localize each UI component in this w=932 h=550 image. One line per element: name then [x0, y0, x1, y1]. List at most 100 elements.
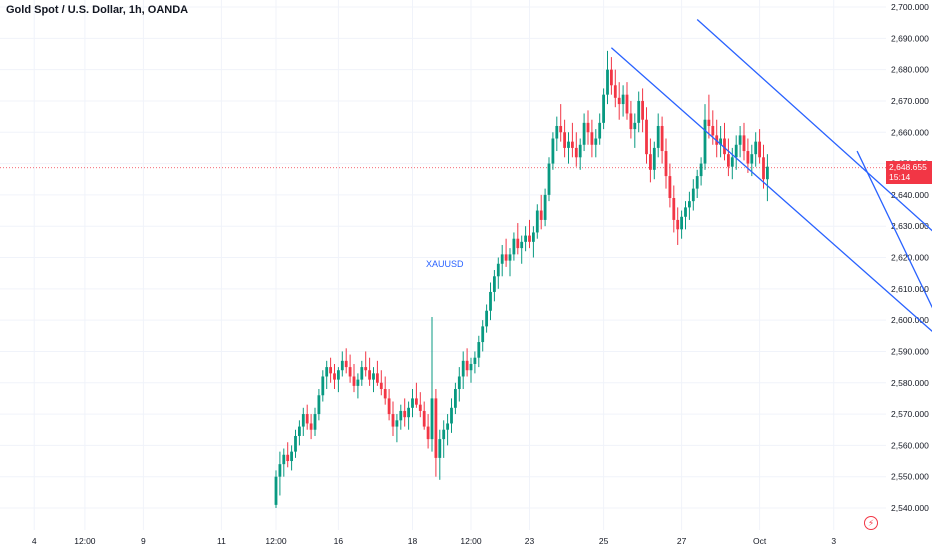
candle-body: [586, 122, 590, 133]
candle-body: [617, 97, 621, 105]
candle-body: [750, 154, 754, 164]
x-tick-label: Oct: [753, 536, 767, 546]
candle-body: [680, 216, 683, 230]
lightning-alert-icon[interactable]: ⚡: [864, 516, 878, 530]
candle-body: [473, 357, 477, 364]
candle-body: [672, 198, 676, 220]
y-tick-label: 2,580.000: [891, 378, 929, 388]
y-tick-label: 2,640.000: [891, 190, 929, 200]
y-tick-label: 2,550.000: [891, 472, 929, 482]
candle-body: [633, 122, 637, 130]
candle-body: [340, 360, 344, 371]
candle-body: [762, 157, 765, 180]
candle-body: [520, 241, 524, 249]
candle-body: [305, 414, 309, 424]
candle-body: [481, 326, 485, 343]
y-tick-label: 2,540.000: [891, 503, 929, 513]
candle-body: [387, 398, 391, 415]
candle-body: [508, 254, 512, 261]
candle-body: [446, 423, 449, 430]
candle-body: [676, 219, 680, 230]
candle-body: [719, 138, 722, 145]
candle-body: [301, 414, 305, 427]
candle-body: [613, 85, 617, 98]
x-tick-label: 25: [599, 536, 609, 546]
x-tick-label: 23: [525, 536, 535, 546]
candle-body: [559, 125, 563, 133]
x-tick-label: 18: [408, 536, 418, 546]
candle-body: [730, 157, 734, 167]
candle-body: [543, 194, 547, 220]
candle-body: [637, 100, 641, 123]
y-tick-label: 2,610.000: [891, 284, 929, 294]
candle-body: [703, 119, 707, 164]
candle-body: [348, 367, 352, 377]
candle-body: [337, 370, 340, 380]
candle-body: [594, 138, 598, 145]
candle-body: [641, 100, 644, 120]
candle-body: [571, 141, 574, 148]
candle-body: [418, 404, 422, 411]
y-tick-label: 2,620.000: [891, 253, 929, 263]
candle-body: [574, 147, 578, 158]
candle-body: [344, 360, 348, 368]
candle-body: [496, 263, 500, 277]
y-tick-label: 2,600.000: [891, 315, 929, 325]
y-tick-label: 2,630.000: [891, 221, 929, 231]
candle-body: [500, 254, 504, 264]
candle-body: [598, 122, 602, 139]
x-tick-label: 12:00: [460, 536, 482, 546]
candle-body: [352, 376, 356, 386]
candle-body: [660, 125, 664, 152]
candle-body: [333, 373, 336, 380]
candle-body: [325, 367, 329, 377]
candle-body: [395, 420, 399, 427]
candle-body: [309, 423, 313, 430]
candle-body: [465, 360, 469, 371]
candle-body: [758, 141, 761, 158]
candle-body: [699, 163, 703, 177]
candle-body: [528, 235, 531, 242]
candle-body: [493, 276, 496, 292]
candle-body: [477, 342, 481, 358]
candle-body: [746, 151, 750, 164]
candle-body: [485, 310, 488, 327]
candle-body: [442, 429, 446, 440]
candle-body: [738, 135, 742, 145]
candle-body: [422, 410, 426, 427]
candle-body: [602, 94, 605, 123]
candle-body: [403, 410, 407, 418]
y-tick-label: 2,590.000: [891, 346, 929, 356]
candle-body: [321, 376, 325, 396]
candle-body: [364, 367, 368, 371]
candle-body: [551, 138, 555, 164]
candle-body: [567, 141, 570, 148]
candle-body: [298, 426, 301, 436]
candle-body: [766, 166, 769, 180]
y-tick-label: 2,660.000: [891, 127, 929, 137]
candle-body: [372, 373, 375, 380]
y-tick-label: 2,690.000: [891, 33, 929, 43]
candle-body: [754, 141, 758, 155]
y-tick-label: 2,680.000: [891, 65, 929, 75]
candle-body: [399, 410, 403, 421]
candle-body: [457, 376, 461, 390]
x-tick-label: 9: [141, 536, 146, 546]
candle-body: [555, 125, 559, 139]
x-tick-label: 12:00: [265, 536, 287, 546]
chart-title: Gold Spot / U.S. Dollar, 1h, OANDA: [6, 4, 189, 16]
candle-body: [742, 135, 746, 152]
candle-body: [695, 176, 699, 189]
candle-body: [415, 398, 418, 405]
candle-body: [450, 407, 453, 424]
candle-body: [294, 435, 297, 452]
x-tick-label: 11: [217, 536, 226, 546]
candle-body: [489, 291, 492, 311]
candle-body: [590, 132, 594, 145]
candle-body: [582, 122, 586, 145]
candle-body: [376, 373, 379, 383]
y-tick-label: 2,670.000: [891, 96, 929, 106]
candle-body: [383, 389, 387, 399]
